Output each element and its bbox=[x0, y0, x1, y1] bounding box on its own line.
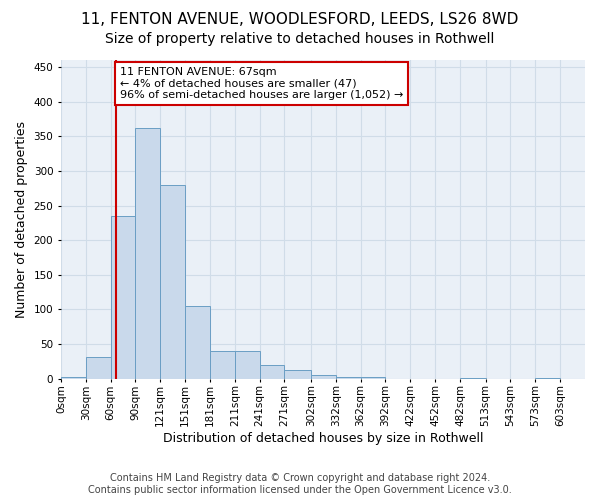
Bar bbox=[311, 374, 336, 379]
Bar bbox=[160, 184, 185, 379]
Text: Size of property relative to detached houses in Rothwell: Size of property relative to detached ho… bbox=[106, 32, 494, 46]
X-axis label: Distribution of detached houses by size in Rothwell: Distribution of detached houses by size … bbox=[163, 432, 483, 445]
Bar bbox=[284, 370, 311, 379]
Bar bbox=[235, 351, 260, 379]
Bar bbox=[210, 351, 235, 379]
Bar bbox=[535, 378, 560, 379]
Bar bbox=[110, 216, 136, 379]
Bar bbox=[336, 376, 361, 379]
Bar bbox=[136, 128, 160, 379]
Bar bbox=[260, 365, 284, 379]
Bar bbox=[460, 378, 485, 379]
Text: 11 FENTON AVENUE: 67sqm
← 4% of detached houses are smaller (47)
96% of semi-det: 11 FENTON AVENUE: 67sqm ← 4% of detached… bbox=[120, 67, 403, 100]
Bar bbox=[86, 356, 110, 379]
Bar bbox=[61, 378, 86, 379]
Bar bbox=[361, 378, 385, 379]
Bar bbox=[185, 306, 210, 379]
Text: 11, FENTON AVENUE, WOODLESFORD, LEEDS, LS26 8WD: 11, FENTON AVENUE, WOODLESFORD, LEEDS, L… bbox=[82, 12, 518, 28]
Text: Contains HM Land Registry data © Crown copyright and database right 2024.
Contai: Contains HM Land Registry data © Crown c… bbox=[88, 474, 512, 495]
Y-axis label: Number of detached properties: Number of detached properties bbox=[15, 121, 28, 318]
